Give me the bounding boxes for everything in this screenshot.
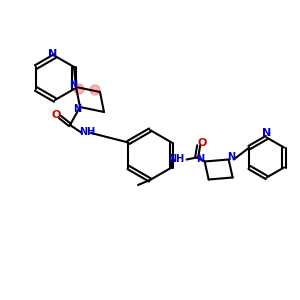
Text: N: N (228, 152, 236, 163)
Text: NH: NH (169, 154, 185, 164)
Text: N: N (69, 80, 77, 90)
Text: O: O (51, 110, 61, 120)
Text: N: N (73, 104, 81, 114)
Text: N: N (262, 128, 271, 139)
Text: N: N (196, 154, 205, 164)
Circle shape (74, 84, 84, 94)
Text: N: N (48, 49, 58, 59)
Text: O: O (198, 139, 207, 148)
Text: NH: NH (79, 127, 95, 137)
Circle shape (90, 85, 100, 95)
